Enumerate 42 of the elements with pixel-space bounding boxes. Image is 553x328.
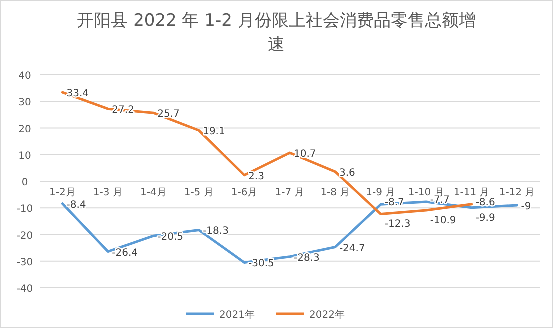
legend-label: 2021年	[220, 309, 255, 321]
data-label: -9.9	[476, 212, 496, 224]
x-tick-label: 1-9 月	[366, 188, 396, 198]
data-label: -28.3	[294, 252, 320, 264]
data-label: 25.7	[158, 109, 180, 120]
data-label: -18.3	[203, 226, 229, 238]
data-label: -8.4	[66, 200, 86, 211]
x-tick-label: 1-6月	[231, 188, 258, 198]
x-tick-label: 1-7 月	[275, 188, 305, 198]
x-tick-label: 1-3 月	[93, 188, 123, 198]
data-label: 3.6	[339, 168, 356, 179]
y-tick-label: -30	[16, 257, 34, 268]
x-tick-label: 1-4月	[140, 188, 167, 198]
data-label: -10.9	[430, 216, 456, 227]
data-label: 19.1	[203, 126, 226, 138]
data-label: -24.7	[339, 243, 366, 254]
y-tick-label: 30	[18, 98, 32, 109]
y-tick-label: -20	[16, 230, 34, 242]
y-tick-label: 10	[18, 150, 32, 162]
data-label: -20.5	[158, 232, 184, 244]
data-label: 10.7	[294, 149, 316, 160]
data-label: -30.5	[248, 258, 274, 270]
x-tick-label: 1-5 月	[184, 188, 214, 198]
chart-title: 开阳县 2022 年 1-2 月份限上社会消费品零售总额增速	[77, 11, 476, 55]
y-tick-label: -10	[16, 204, 34, 216]
data-label: -8.7	[384, 198, 404, 209]
x-tick-label: 1-2月	[50, 188, 76, 198]
y-tick-label: 20	[18, 124, 32, 136]
data-label: -7.7	[430, 195, 450, 206]
y-tick-label: -40	[16, 284, 34, 295]
data-label: -9	[521, 201, 532, 212]
legend-label: 2022年	[310, 309, 345, 321]
x-tick-label: 1-12 月	[499, 188, 536, 198]
data-label: -12.3	[384, 219, 411, 230]
data-label: -8.6	[476, 197, 496, 208]
x-tick-label: 1-8 月	[320, 188, 350, 198]
y-tick-label: 0	[22, 178, 28, 188]
y-tick-label: 40	[18, 71, 32, 82]
data-label: 2.3	[248, 171, 264, 182]
data-label: 33.4	[66, 88, 89, 100]
data-label: -26.4	[112, 248, 138, 259]
x-tick-label: 1-11 月	[454, 188, 490, 198]
